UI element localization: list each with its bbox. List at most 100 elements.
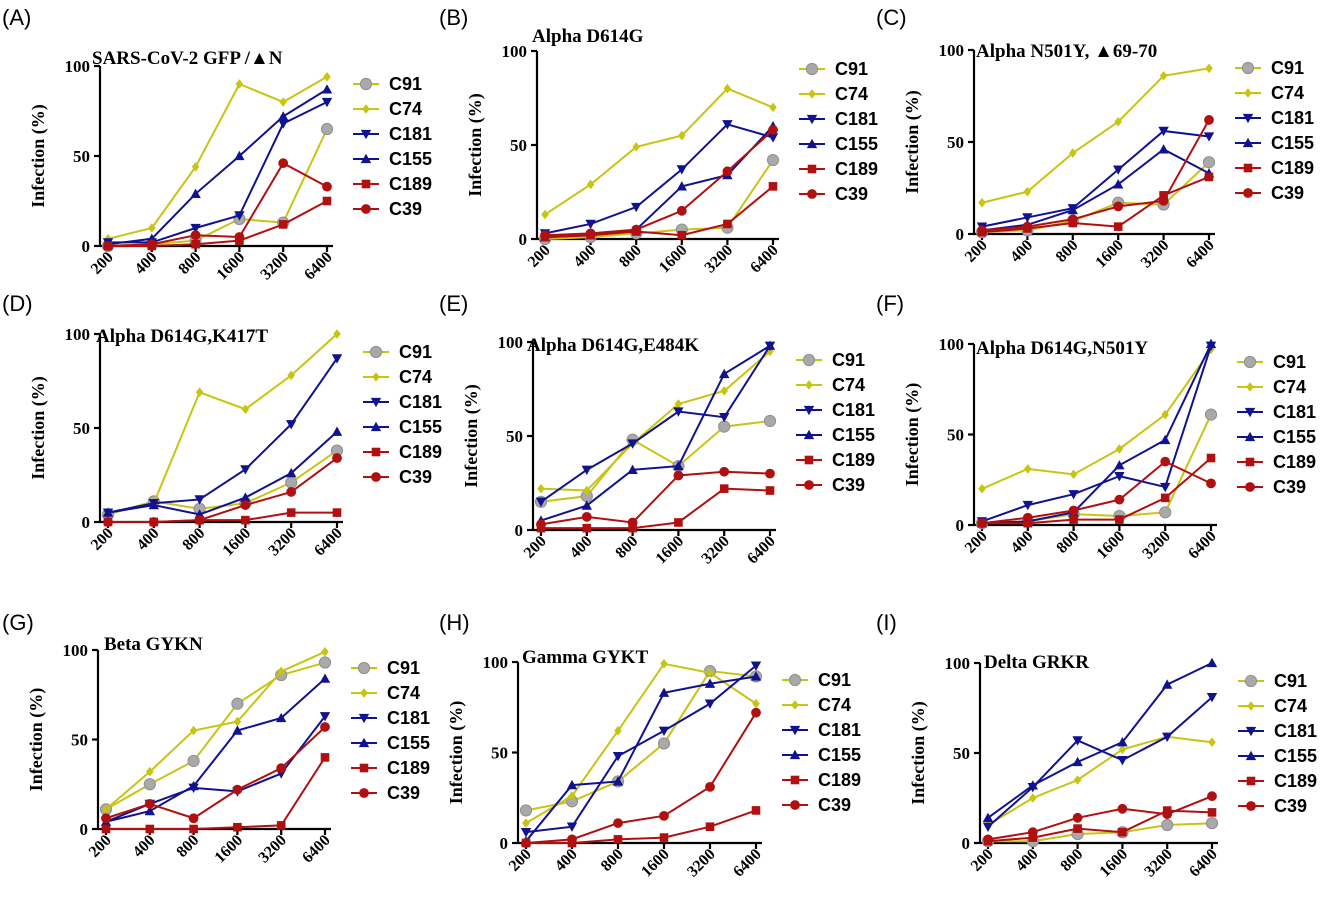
legend-label: C181: [389, 124, 432, 144]
legend-label: C155: [832, 425, 875, 445]
y-axis-label: Infection (%): [902, 383, 923, 486]
legend-marker: [361, 179, 371, 189]
legend-marker: [804, 455, 814, 465]
series-c189: [101, 753, 330, 834]
data-point: [1160, 493, 1170, 503]
data-point: [145, 824, 155, 834]
x-tick-label: 400: [134, 525, 163, 554]
data-point: [632, 142, 640, 152]
x-tick-label: 3200: [702, 242, 737, 277]
legend: C91 C74 C181 C155 C189 C39: [1238, 671, 1317, 816]
data-point: [322, 196, 332, 206]
legend-item: C189: [1238, 771, 1317, 791]
legend-marker: [789, 749, 801, 760]
data-point: [1115, 515, 1124, 524]
data-point: [1159, 506, 1172, 519]
data-point: [1161, 818, 1174, 832]
legend-item: C74: [1237, 377, 1306, 397]
x-tick-label: 1600: [1094, 528, 1129, 563]
legend-label: C189: [835, 159, 878, 179]
legend-item: C181: [782, 720, 861, 740]
y-tick-label: 0: [956, 225, 965, 244]
data-point: [722, 166, 733, 177]
data-point: [535, 497, 547, 507]
legend-label: C39: [1274, 796, 1307, 816]
legend-marker: [361, 204, 371, 214]
data-point: [674, 399, 683, 409]
data-point: [537, 483, 545, 494]
legend-marker: [788, 673, 802, 687]
panel-label: (C): [876, 5, 907, 30]
series-line: [981, 176, 1210, 234]
legend-marker: [802, 353, 816, 367]
series-line: [981, 460, 1212, 525]
series-c181: [102, 97, 333, 248]
legend-label: C74: [832, 375, 865, 395]
data-point: [286, 508, 296, 517]
data-point: [189, 725, 198, 736]
data-point: [706, 668, 714, 678]
data-point: [1206, 657, 1218, 668]
legend-marker: [359, 788, 369, 798]
data-point: [677, 230, 687, 240]
legend-marker: [805, 380, 813, 390]
legend-marker: [791, 700, 799, 710]
legend-marker: [371, 447, 381, 457]
data-point: [1073, 824, 1082, 833]
series-c181: [102, 354, 343, 518]
legend-label: C91: [1271, 58, 1304, 78]
data-point: [276, 712, 287, 723]
series-line: [105, 650, 326, 811]
data-point: [144, 799, 155, 809]
y-tick-label: 0: [962, 834, 971, 853]
data-point: [750, 671, 762, 681]
x-tick-label: 1600: [656, 242, 691, 277]
data-point: [613, 818, 623, 828]
legend-marker: [358, 713, 370, 724]
legend-marker: [1245, 750, 1257, 761]
data-point: [1162, 679, 1173, 689]
data-point: [1113, 222, 1123, 231]
series-c74: [102, 646, 329, 815]
legend-label: C74: [818, 695, 851, 715]
data-point: [659, 810, 669, 821]
data-point: [719, 466, 730, 477]
y-tick-label: 100: [483, 653, 509, 672]
data-point: [278, 119, 289, 129]
data-point: [540, 230, 550, 241]
legend-label: C189: [1271, 158, 1314, 178]
data-point: [286, 420, 297, 430]
x-tick-label: 6400: [1186, 846, 1221, 881]
legend-marker: [805, 62, 819, 76]
legend-marker: [1244, 674, 1258, 688]
chart-title: Alpha D614G,E484K: [527, 335, 699, 356]
y-tick-label: 50: [947, 426, 964, 445]
data-point: [723, 83, 732, 94]
series-c189: [977, 453, 1216, 528]
y-tick-label: 0: [515, 521, 524, 540]
series-line: [525, 662, 757, 824]
data-point: [519, 804, 533, 817]
series-c181: [100, 712, 331, 828]
legend-marker: [360, 129, 372, 140]
legend-marker: [807, 189, 817, 199]
series-line: [108, 457, 338, 523]
data-point: [628, 523, 637, 533]
data-point: [231, 697, 244, 710]
y-tick-label: 0: [82, 237, 91, 256]
data-point: [144, 805, 155, 816]
data-point: [1068, 490, 1079, 500]
legend: C91 C74 C181 C155 C189 C39: [796, 350, 875, 495]
legend-marker: [1244, 88, 1252, 98]
legend-label: C181: [1271, 108, 1314, 128]
x-tick-label: 6400: [744, 533, 779, 568]
data-point: [189, 824, 198, 834]
data-point: [631, 202, 642, 213]
data-point: [1067, 214, 1078, 225]
legend-item: C39: [796, 475, 865, 495]
x-tick-label: 3200: [684, 846, 719, 881]
legend-label: C74: [389, 99, 422, 119]
series-line: [108, 200, 328, 247]
series-c91: [99, 656, 332, 816]
